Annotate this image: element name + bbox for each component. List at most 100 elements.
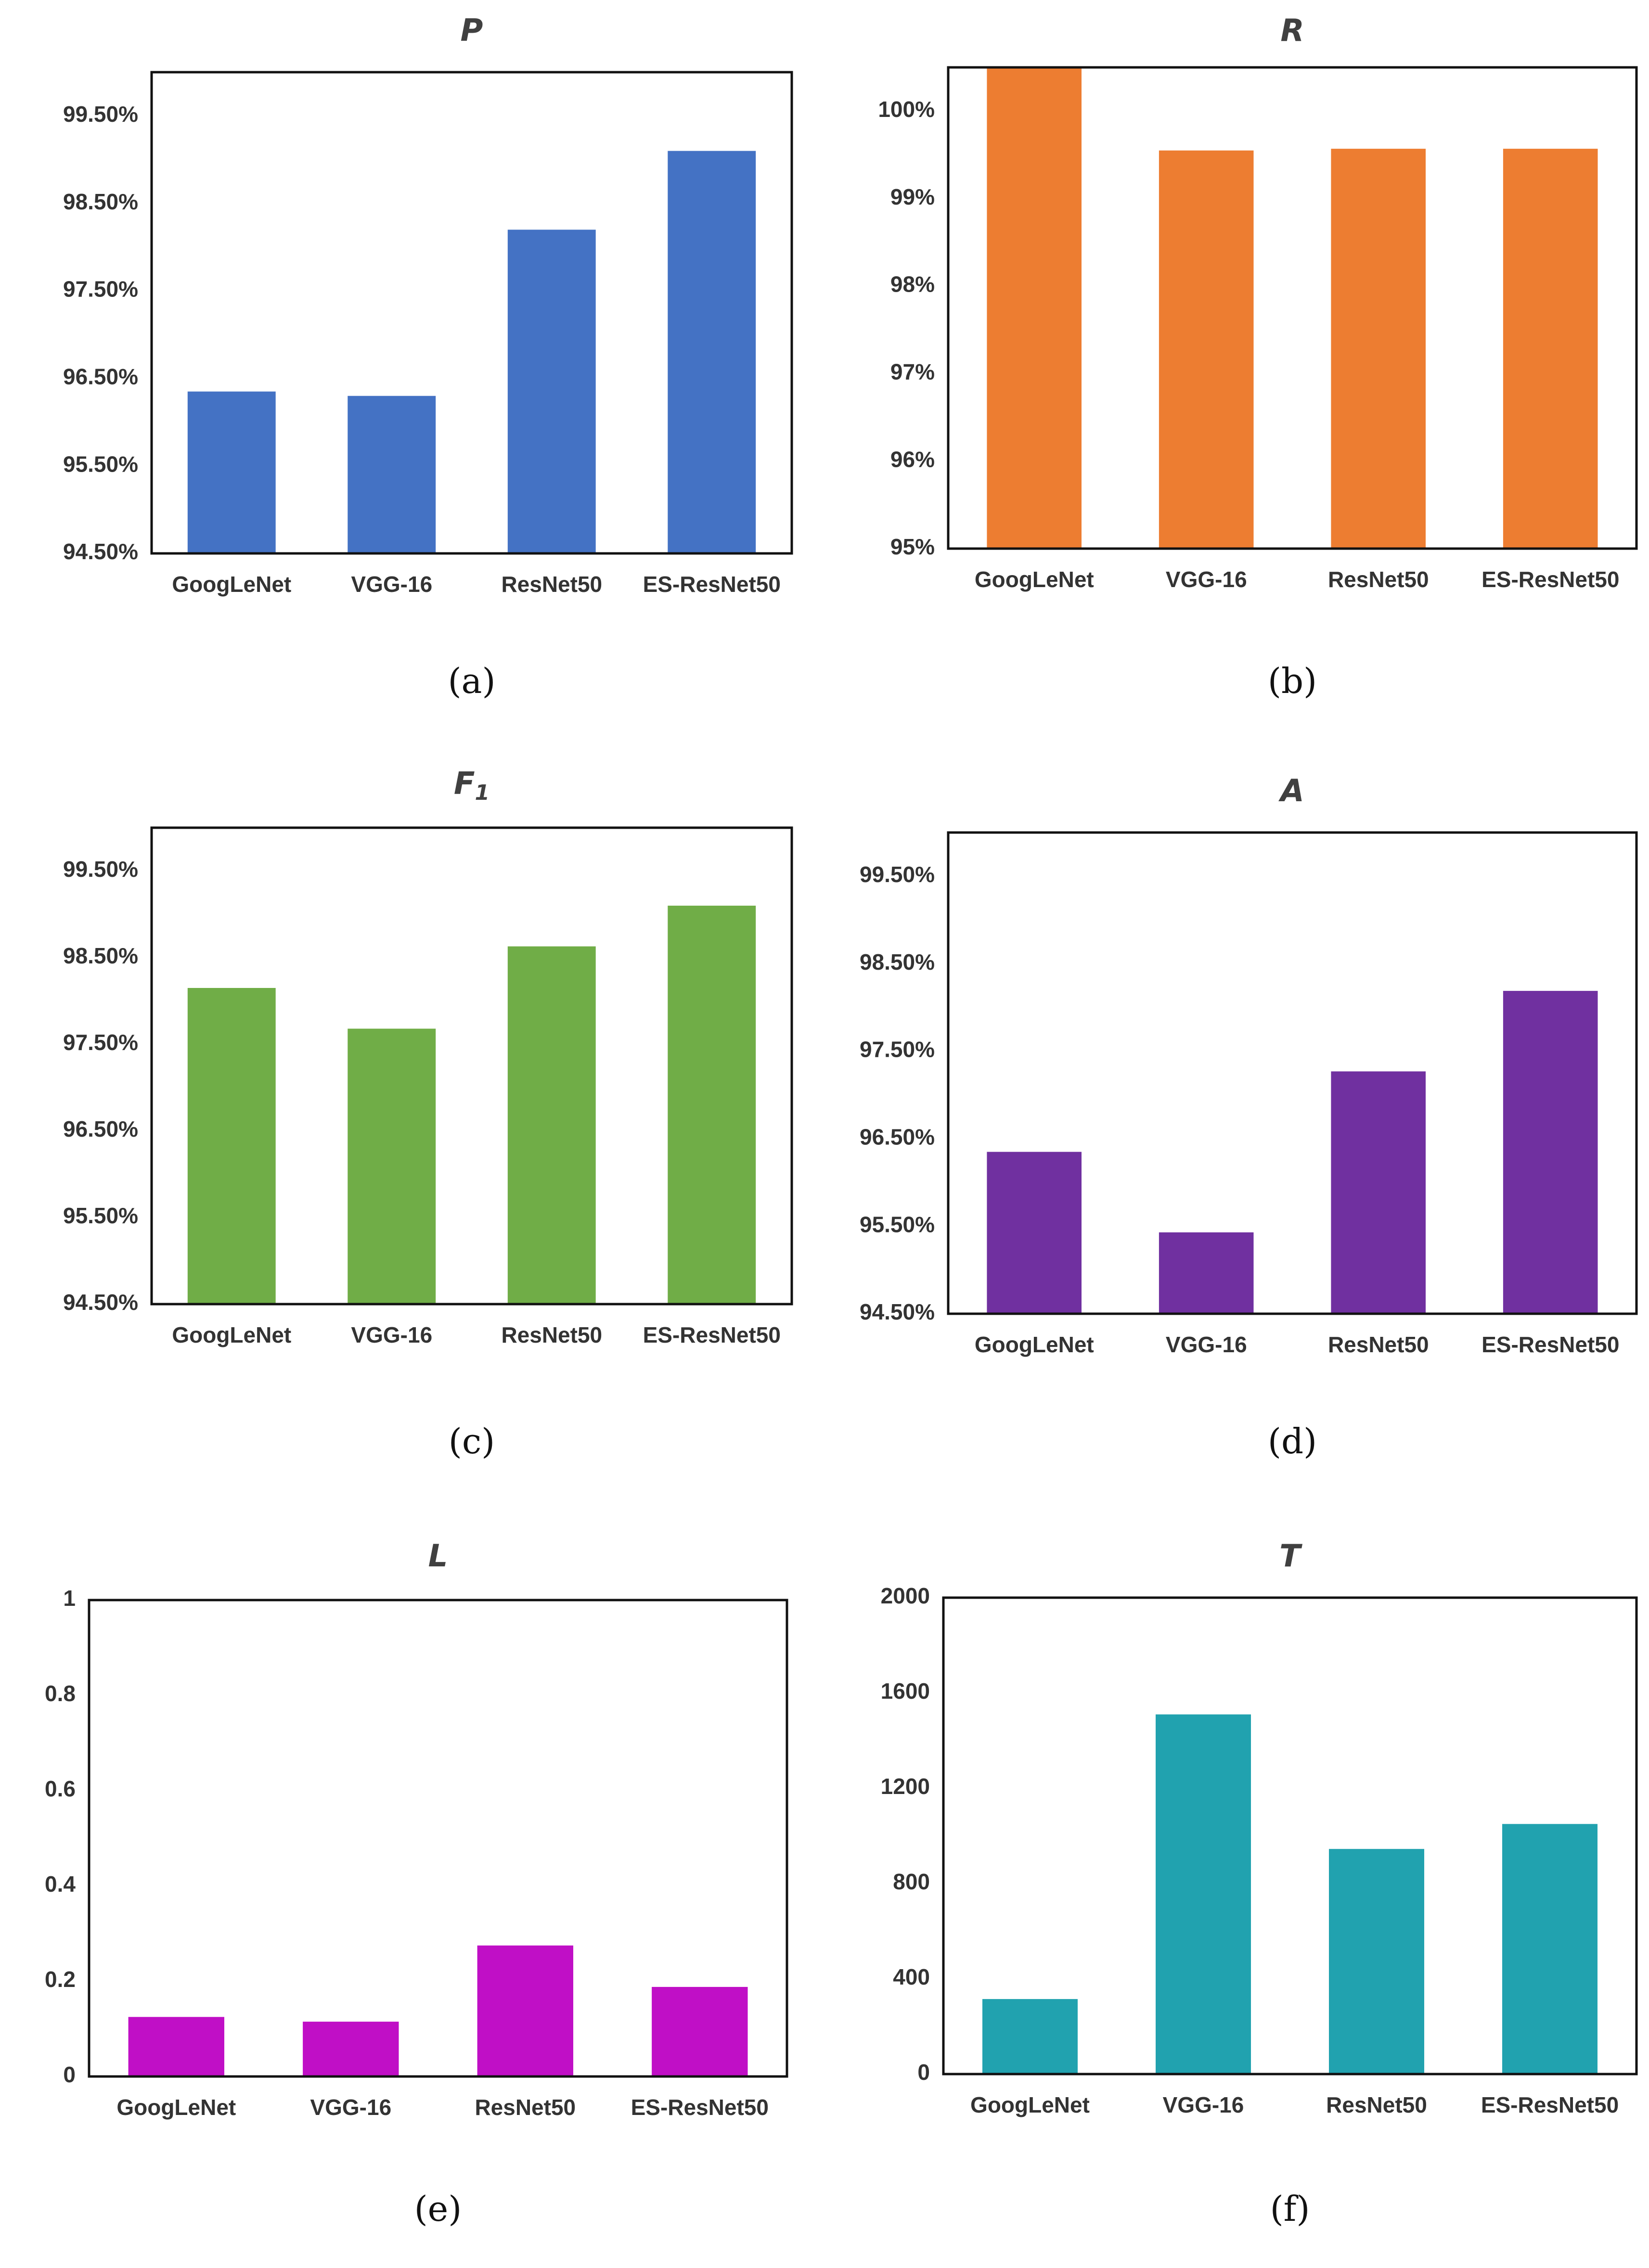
chart-c: F1 94.50% 95.50% 96.50% 97.50% 98.50% 99.50% Go… (63, 766, 793, 1461)
bar-es-resnet50 (668, 906, 756, 1304)
bar-googlenet (128, 2017, 224, 2077)
y-tick-label: 97% (890, 359, 935, 384)
x-tick-label: VGG-16 (351, 1322, 432, 1347)
y-tick-label: 96.50% (63, 364, 138, 389)
x-tick-label: GoogLeNet (116, 2095, 236, 2120)
plot-frame (150, 826, 793, 1306)
chart-title: T (1279, 1538, 1302, 1574)
bar-googlenet (187, 391, 276, 553)
bar-googlenet (187, 988, 276, 1304)
bar-vgg-16 (348, 396, 436, 553)
chart-caption: (b) (1268, 661, 1317, 701)
chart-e: L 0 0.2 0.4 0.6 0.8 1 GoogLeNet VGG-16 ResNet50 ES… (45, 1538, 788, 2229)
y-tick-label: 98.50% (860, 949, 935, 974)
x-tick-label: ES-ResNet50 (1482, 1332, 1619, 1357)
x-tick-label: ES-ResNet50 (643, 1322, 781, 1347)
bar-vgg-16 (1156, 1714, 1251, 2074)
bar-resnet50 (507, 946, 596, 1304)
chart-caption: (d) (1268, 1421, 1317, 1461)
y-tick-label: 98% (890, 272, 935, 297)
bar-googlenet (987, 1152, 1082, 1314)
y-tick-label: 1600 (881, 1679, 930, 1704)
bar-es-resnet50 (1503, 991, 1598, 1314)
plot-frame (150, 71, 793, 555)
x-tick-label: GoogLeNet (970, 2092, 1090, 2117)
x-tick-label: ResNet50 (501, 572, 602, 597)
bar-googlenet (982, 1999, 1078, 2074)
plot-frame (947, 66, 1638, 550)
chart-caption: (f) (1270, 2189, 1310, 2229)
y-tick-label: 95.50% (860, 1212, 935, 1237)
chart-title: P (461, 13, 483, 49)
y-tick-label: 97.50% (860, 1037, 935, 1062)
bar-es-resnet50 (652, 1986, 748, 2076)
y-tick-label: 96.50% (860, 1125, 935, 1150)
y-tick-label: 1200 (881, 1774, 930, 1799)
y-tick-label: 0.6 (45, 1776, 76, 1801)
bar-es-resnet50 (1502, 1824, 1597, 2075)
y-tick-label: 96.50% (63, 1116, 138, 1141)
y-tick-label: 99.50% (63, 857, 138, 882)
y-tick-label: 94.50% (860, 1299, 935, 1324)
x-tick-label: ES-ResNet50 (643, 572, 781, 597)
y-tick-label: 0.8 (45, 1681, 76, 1706)
plot-frame (942, 1596, 1638, 2076)
y-tick-label: 99.50% (63, 102, 138, 127)
chart-title-subscript: 1 (475, 781, 490, 805)
y-tick-label: 95% (890, 534, 935, 559)
y-tick-label: 95.50% (63, 451, 138, 476)
y-tick-label: 0.2 (45, 1967, 76, 1992)
y-tick-label: 94.50% (63, 1290, 138, 1315)
x-tick-label: ResNet50 (501, 1322, 602, 1347)
bar-vgg-16 (1159, 150, 1254, 549)
chart-caption: (e) (414, 2189, 462, 2229)
y-tick-label: 2000 (881, 1583, 930, 1608)
y-tick-label: 100% (878, 97, 935, 122)
y-tick-label: 800 (893, 1869, 930, 1894)
y-tick-label: 96% (890, 447, 935, 472)
chart-title: A (1278, 773, 1304, 809)
x-tick-label: GoogLeNet (975, 1332, 1094, 1357)
y-tick-label: 94.50% (63, 539, 138, 564)
x-tick-label: VGG-16 (1166, 567, 1247, 592)
x-tick-label: ResNet50 (1328, 567, 1429, 592)
y-tick-label: 0 (917, 2060, 930, 2085)
bar-resnet50 (477, 1945, 573, 2077)
y-tick-label: 97.50% (63, 277, 138, 302)
x-tick-label: ES-ResNet50 (1481, 2092, 1619, 2117)
chart-d: A 94.50% 95.50% 96.50% 97.50% 98.50% 99.50% Goo… (860, 773, 1638, 1461)
chart-b: R 95% 96% 97% 98% 99% 100% GoogLeNet VGG-16 ResNe… (878, 13, 1638, 701)
chart-title: R (1280, 13, 1304, 49)
y-tick-label: 95.50% (63, 1203, 138, 1228)
bar-es-resnet50 (668, 151, 756, 554)
chart-f: T 0 400 800 1200 1600 2000 GoogLeNet VGG-16 ResNe… (881, 1538, 1638, 2229)
y-tick-label: 0 (63, 2062, 76, 2087)
chart-a: P 94.50% 95.50% 96.50% 97.50% 98.50% 99.50% Goo… (63, 13, 793, 701)
bar-resnet50 (1329, 1849, 1424, 2074)
x-tick-label: VGG-16 (351, 572, 432, 597)
x-tick-label: VGG-16 (310, 2095, 391, 2120)
y-tick-label: 97.50% (63, 1030, 138, 1055)
x-tick-label: VGG-16 (1163, 2092, 1244, 2117)
x-tick-label: ES-ResNet50 (631, 2095, 769, 2120)
y-tick-label: 0.4 (45, 1871, 76, 1896)
bar-vgg-16 (303, 2022, 399, 2076)
x-tick-label: GoogLeNet (172, 1322, 291, 1347)
y-tick-label: 99% (890, 184, 935, 209)
y-tick-label: 98.50% (63, 189, 138, 214)
bar-googlenet (987, 67, 1082, 549)
x-tick-label: GoogLeNet (172, 572, 291, 597)
bar-resnet50 (1331, 149, 1426, 549)
bar-vgg-16 (348, 1028, 436, 1304)
y-tick-label: 1 (63, 1586, 76, 1611)
bar-vgg-16 (1159, 1232, 1254, 1314)
plot-frame (88, 1599, 788, 2078)
bar-resnet50 (1331, 1071, 1426, 1314)
x-tick-label: ResNet50 (1328, 1332, 1429, 1357)
chart-title: L (428, 1538, 448, 1574)
chart-caption: (a) (448, 661, 495, 701)
x-tick-label: ResNet50 (475, 2095, 576, 2120)
x-tick-label: GoogLeNet (975, 567, 1094, 592)
bar-resnet50 (507, 230, 596, 553)
